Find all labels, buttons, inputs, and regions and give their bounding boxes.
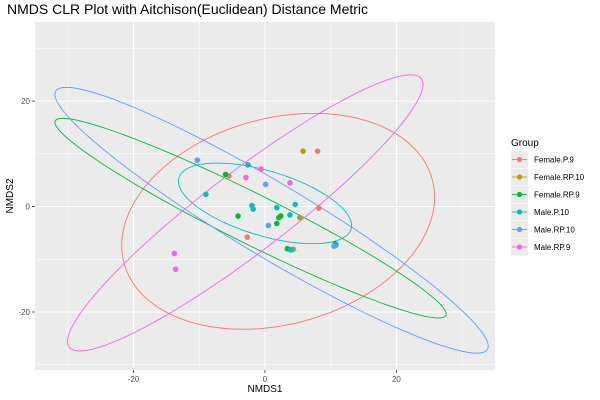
point-male-rp-9: [243, 174, 249, 181]
point-female-p-9: [316, 205, 322, 211]
point-male-p-10: [250, 206, 256, 212]
point-male-rp-9: [172, 266, 179, 273]
confidence-ellipses: [54, 74, 489, 354]
legend-title: Group: [511, 138, 539, 149]
point-female-rp-9: [277, 213, 284, 219]
ellipse-female-rp-9: [54, 117, 447, 319]
legend-label: Female.RP.9: [534, 191, 580, 200]
ellipse-male-p-10: [177, 162, 353, 245]
legend-key-point: [516, 191, 523, 198]
point-male-p-10: [274, 204, 280, 211]
point-female-p-9: [244, 234, 251, 240]
y-axis-ticks: -20 0 20: [18, 97, 35, 317]
point-male-p-10: [287, 246, 294, 253]
point-female-rp-10: [297, 214, 303, 221]
ellipse-male-rp-9: [67, 74, 424, 352]
chart-title: NMDS CLR Plot with Aitchison(Euclidean) …: [7, 1, 368, 17]
point-male-p-10: [245, 162, 251, 168]
legend-key-point: [516, 156, 523, 163]
y-tick-label: 0: [26, 203, 31, 212]
data-points: [171, 148, 339, 273]
y-tick-label: -20: [18, 308, 30, 317]
x-axis-ticks: -20 0 20: [128, 370, 401, 384]
point-female-rp-9: [235, 213, 241, 219]
major-gridlines: [35, 22, 495, 370]
x-tick-label: 0: [263, 375, 268, 384]
point-male-p-10: [203, 191, 209, 198]
legend-label: Male.RP.9: [534, 243, 571, 252]
legend-key-point: [516, 174, 523, 180]
point-male-rp-9: [171, 250, 178, 257]
point-female-rp-9: [274, 220, 280, 227]
legend-key-point: [516, 226, 523, 233]
legend-label: Male.P.10: [534, 208, 570, 217]
legend-label: Female.RP.10: [534, 173, 585, 182]
ellipse-male-rp-10: [54, 86, 489, 354]
x-tick-label: -20: [128, 375, 140, 384]
point-male-rp-9: [258, 166, 264, 172]
legend-items: Female.P.9 Female.RP.10 Female.RP.9 Male.P.…: [511, 151, 585, 256]
legend-label: Male.RP.10: [534, 226, 575, 235]
point-female-rp-10: [300, 148, 306, 154]
point-male-p-10: [287, 212, 293, 218]
point-male-rp-10: [194, 157, 201, 163]
legend: Group Female.P.9 Female.RP.10 Female.RP.9 M…: [511, 138, 585, 256]
x-axis-title: NMDS1: [247, 384, 282, 395]
point-female-p-9: [314, 148, 321, 154]
ellipse-female-p-9: [121, 112, 436, 330]
legend-label: Female.P.9: [534, 156, 574, 165]
point-male-p-10: [292, 201, 299, 208]
point-male-rp-9: [287, 180, 293, 186]
point-male-rp-10: [331, 243, 337, 249]
y-axis-title: NMDS2: [5, 178, 16, 213]
x-tick-label: 20: [392, 375, 401, 384]
point-male-rp-10: [265, 222, 272, 229]
legend-key-point: [516, 209, 523, 215]
y-tick-label: 20: [21, 97, 30, 106]
legend-key-point: [516, 244, 523, 250]
point-female-rp-9: [222, 171, 229, 178]
point-male-rp-10: [262, 181, 269, 188]
